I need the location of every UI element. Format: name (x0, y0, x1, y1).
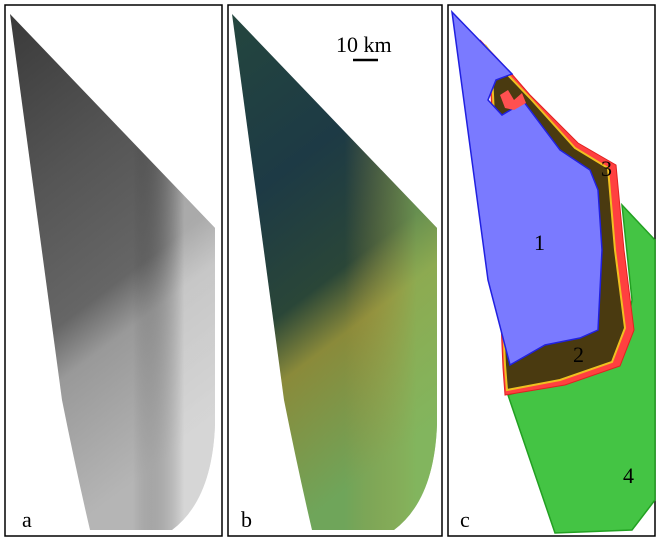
panel-label: a (22, 507, 32, 532)
region-label: 3 (601, 156, 612, 181)
scale-bar-label: 10 km (336, 32, 392, 57)
figure: a 10 km b 1 2 3 4 c (0, 0, 659, 541)
region-label: 1 (534, 230, 545, 255)
region-label: 4 (623, 463, 634, 488)
region-label: 2 (573, 342, 584, 367)
panel-label: c (460, 507, 470, 532)
panel-b: 10 km b (228, 5, 442, 536)
panel-label: b (241, 507, 252, 532)
panel-a: a (5, 5, 222, 536)
panel-c: 1 2 3 4 c (448, 5, 655, 536)
